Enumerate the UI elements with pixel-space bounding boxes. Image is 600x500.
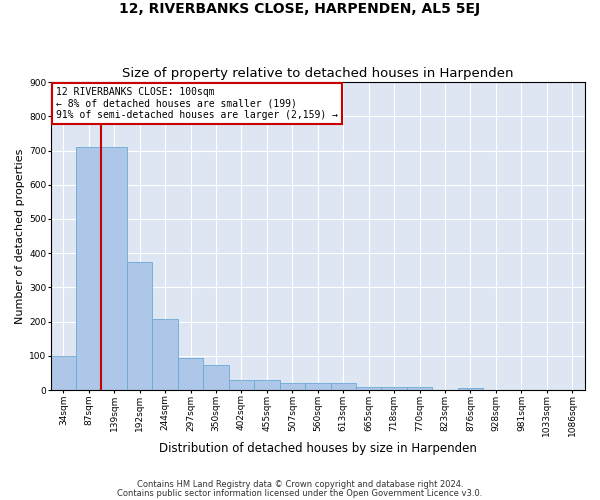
Bar <box>458 388 483 390</box>
Bar <box>178 358 203 390</box>
Bar <box>50 356 76 390</box>
Bar <box>382 388 407 390</box>
Bar <box>407 388 433 390</box>
Bar <box>356 386 382 390</box>
Bar <box>280 384 305 390</box>
X-axis label: Distribution of detached houses by size in Harpenden: Distribution of detached houses by size … <box>159 442 477 455</box>
Text: 12, RIVERBANKS CLOSE, HARPENDEN, AL5 5EJ: 12, RIVERBANKS CLOSE, HARPENDEN, AL5 5EJ <box>119 2 481 16</box>
Bar <box>229 380 254 390</box>
Text: 12 RIVERBANKS CLOSE: 100sqm
← 8% of detached houses are smaller (199)
91% of sem: 12 RIVERBANKS CLOSE: 100sqm ← 8% of deta… <box>56 86 338 120</box>
Text: Contains public sector information licensed under the Open Government Licence v3: Contains public sector information licen… <box>118 489 482 498</box>
Bar <box>305 384 331 390</box>
Bar <box>203 365 229 390</box>
Bar <box>76 147 101 390</box>
Y-axis label: Number of detached properties: Number of detached properties <box>15 148 25 324</box>
Text: Contains HM Land Registry data © Crown copyright and database right 2024.: Contains HM Land Registry data © Crown c… <box>137 480 463 489</box>
Bar <box>254 380 280 390</box>
Bar <box>127 262 152 390</box>
Bar <box>331 384 356 390</box>
Title: Size of property relative to detached houses in Harpenden: Size of property relative to detached ho… <box>122 66 514 80</box>
Bar <box>101 147 127 390</box>
Bar <box>152 320 178 390</box>
